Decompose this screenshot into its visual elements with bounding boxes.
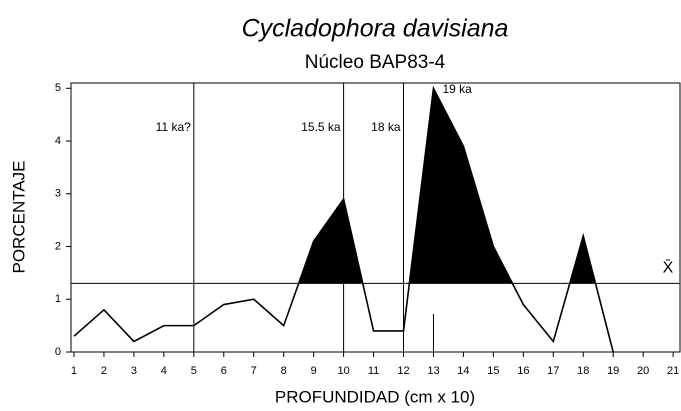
x-tick-label: 21 (667, 365, 679, 377)
x-tick-label: 14 (457, 365, 469, 377)
y-tick-label: 5 (55, 82, 61, 94)
annotation: 15.5 ka (301, 120, 341, 134)
y-tick-label: 2 (55, 240, 61, 252)
y-tick-label: 4 (55, 135, 61, 147)
y-axis-label: PORCENTAJE (9, 160, 28, 273)
x-tick-label: 19 (607, 365, 619, 377)
x-tick-label: 20 (637, 365, 649, 377)
x-tick-label: 5 (191, 365, 197, 377)
x-tick-label: 18 (577, 365, 589, 377)
y-tick-label: 3 (55, 188, 61, 200)
x-tick-label: 7 (251, 365, 257, 377)
y-tick-label: 0 (55, 346, 61, 358)
x-tick-label: 6 (221, 365, 227, 377)
x-tick-label: 10 (337, 365, 349, 377)
above-mean-area (73, 88, 614, 284)
plot-frame (70, 82, 681, 353)
x-tick-label: 4 (161, 365, 167, 377)
x-tick-label: 17 (547, 365, 559, 377)
x-axis-label: PROFUNDIDAD (cm x 10) (275, 387, 475, 406)
x-tick-label: 12 (397, 365, 409, 377)
x-tick-label: 3 (131, 365, 137, 377)
x-tick-label: 8 (281, 365, 287, 377)
x-tick-label: 13 (427, 365, 439, 377)
line (73, 85, 614, 353)
chart-subtitle: Núcleo BAP83-4 (305, 52, 446, 73)
x-tick-label: 2 (101, 365, 107, 377)
annotation: 18 ka (371, 120, 401, 134)
x-tick-label: 16 (517, 365, 529, 377)
chart-title: Cycladophora davisiana (242, 15, 509, 43)
x-tick-label: 15 (487, 365, 499, 377)
x-tick-label: 11 (368, 365, 379, 377)
x-tick-label: 9 (311, 365, 317, 377)
annotation: 19 ka (442, 82, 472, 96)
x-tick-label: 1 (71, 365, 77, 377)
annotation: 11 ka? (156, 120, 191, 134)
y-tick-label: 1 (55, 293, 61, 305)
mean-label: X̄ (663, 259, 674, 276)
